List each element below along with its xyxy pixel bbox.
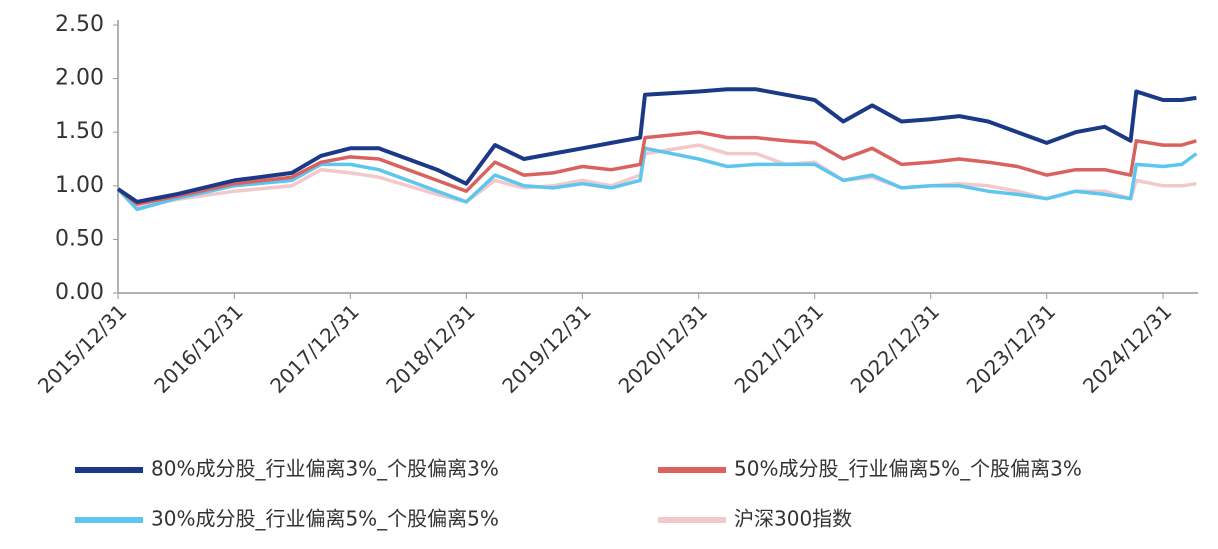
x-tick-label: 2023/12/31 xyxy=(962,299,1060,397)
y-tick-label: 0.50 xyxy=(55,226,104,251)
legend-label: 50%成分股_行业偏离5%_个股偏离3% xyxy=(734,457,1082,481)
x-tick-label: 2015/12/31 xyxy=(33,299,131,397)
x-tick-label: 2019/12/31 xyxy=(497,299,595,397)
legend-label: 30%成分股_行业偏离5%_个股偏离5% xyxy=(151,507,499,531)
x-tick-label: 2017/12/31 xyxy=(265,299,363,397)
series-line xyxy=(116,130,1197,206)
y-tick-label: 0.00 xyxy=(55,280,104,305)
legend-label: 80%成分股_行业偏离3%_个股偏离3% xyxy=(151,457,499,481)
x-tick-label: 2024/12/31 xyxy=(1078,299,1176,397)
x-tick-label: 2021/12/31 xyxy=(730,299,828,397)
y-tick-label: 1.00 xyxy=(55,173,104,198)
y-tick-label: 2.00 xyxy=(55,66,104,91)
x-tick-label: 2018/12/31 xyxy=(381,299,479,397)
legend-label: 沪深300指数 xyxy=(734,507,852,531)
y-tick-label: 2.50 xyxy=(55,12,104,37)
x-tick-label: 2022/12/31 xyxy=(846,299,944,397)
series-line xyxy=(116,146,1198,212)
x-tick-label: 2016/12/31 xyxy=(149,299,247,397)
y-tick-label: 1.50 xyxy=(55,119,104,144)
series-line xyxy=(116,87,1197,204)
x-tick-label: 2020/12/31 xyxy=(614,299,712,397)
